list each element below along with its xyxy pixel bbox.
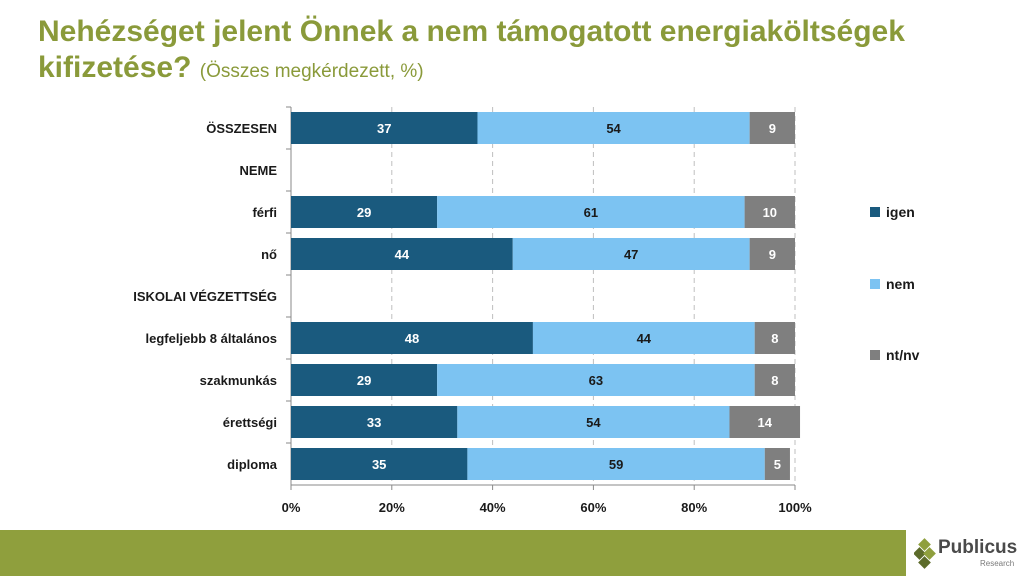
publicus-logo-icon <box>914 538 936 569</box>
bar-segment <box>754 322 795 354</box>
legend-swatch <box>870 207 880 217</box>
legend-label: igen <box>886 204 915 220</box>
category-label: ISKOLAI VÉGZETTSÉG <box>133 289 277 304</box>
bar-segment <box>437 364 755 396</box>
data-label: 63 <box>589 373 603 388</box>
data-label: 35 <box>372 457 386 472</box>
chart-title-sub: (Összes megkérdezett, %) <box>199 61 424 82</box>
bar-segment <box>729 406 801 438</box>
bar-segment <box>291 364 438 396</box>
data-label: 54 <box>586 415 601 430</box>
bar-segment <box>291 448 468 480</box>
bar-segment <box>744 196 795 228</box>
category-label: érettségi <box>223 415 277 430</box>
bar-segment <box>512 238 750 270</box>
legend-swatch <box>870 350 880 360</box>
data-label: 8 <box>771 373 778 388</box>
bar-segment <box>754 364 795 396</box>
data-label: 59 <box>609 457 623 472</box>
x-tick-label: 20% <box>379 500 405 515</box>
category-label: diploma <box>227 457 278 472</box>
data-label: 29 <box>357 205 371 220</box>
legend-label: nt/nv <box>886 347 920 363</box>
data-label: 61 <box>584 205 598 220</box>
data-label: 44 <box>395 247 410 262</box>
legend-label: nem <box>886 276 915 292</box>
x-tick-label: 100% <box>778 500 812 515</box>
x-tick-label: 0% <box>282 500 301 515</box>
bar-segment <box>291 112 478 144</box>
data-label: 37 <box>377 121 391 136</box>
brand-subtitle: Research <box>980 559 1015 568</box>
chart-title: Nehézséget jelent Önnek a nem támogatott… <box>38 14 998 90</box>
bar-segment <box>477 112 750 144</box>
data-label: 47 <box>624 247 638 262</box>
bar-segment <box>291 322 533 354</box>
stacked-bar-chart: 0% 20% 40% 60% 80% 100% ÖSSZESEN 37 54 9 NEME férfi… <box>133 106 920 515</box>
data-label: 9 <box>769 121 776 136</box>
footer-bar <box>0 530 1024 576</box>
chart-title-main: Nehézséget jelent Önnek a nem támogatott… <box>38 15 905 84</box>
category-label: nő <box>261 247 277 262</box>
bar-segment <box>291 196 438 228</box>
bar-segment <box>291 238 513 270</box>
data-label: 29 <box>357 373 371 388</box>
data-label: 33 <box>367 415 381 430</box>
data-label: 8 <box>771 331 778 346</box>
category-label: legfeljebb 8 általános <box>146 331 278 346</box>
bar-segment <box>764 448 790 480</box>
x-tick-label: 80% <box>681 500 707 515</box>
data-label: 48 <box>405 331 419 346</box>
category-label: férfi <box>252 205 277 220</box>
data-label: 10 <box>763 205 777 220</box>
legend-swatch <box>870 279 880 289</box>
category-label: szakmunkás <box>200 373 277 388</box>
category-label: NEME <box>239 163 277 178</box>
bar-segment <box>437 196 745 228</box>
bar-segment <box>291 406 458 438</box>
bar-segment <box>457 406 730 438</box>
data-label: 5 <box>774 457 781 472</box>
data-label: 54 <box>606 121 621 136</box>
bar-segment <box>467 448 765 480</box>
brand-name: Publicus <box>938 537 1018 558</box>
data-label: 14 <box>758 415 773 430</box>
category-label: ÖSSZESEN <box>206 121 277 136</box>
bar-segment <box>532 322 755 354</box>
bar-segment <box>749 112 795 144</box>
x-tick-label: 40% <box>480 500 506 515</box>
bar-segment <box>749 238 795 270</box>
data-label: 44 <box>637 331 652 346</box>
x-tick-label: 60% <box>580 500 606 515</box>
data-label: 9 <box>769 247 776 262</box>
